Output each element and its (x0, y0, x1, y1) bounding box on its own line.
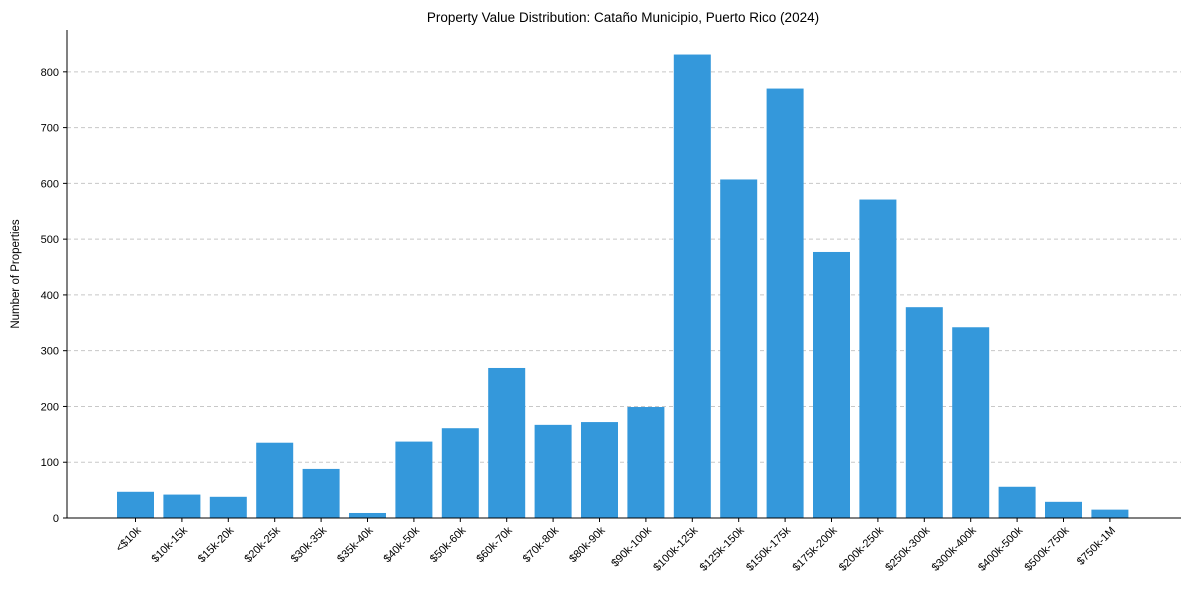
bar (859, 199, 897, 518)
x-tick-label: $60k-70k (474, 524, 515, 565)
y-tick-label: 100 (41, 457, 59, 469)
x-tick-label: $500k-750k (1022, 524, 1071, 573)
bar (581, 422, 618, 518)
bar (905, 307, 943, 518)
bar (1045, 501, 1082, 518)
y-tick-label: 800 (41, 67, 59, 79)
bar (209, 496, 247, 518)
x-tick-label: $30k-35k (289, 524, 330, 565)
y-tick-label: 0 (53, 513, 59, 525)
x-tick-label: $175k-200k (790, 524, 839, 573)
x-tick-label: $40k-50k (382, 524, 423, 565)
y-tick-label: 600 (41, 178, 59, 190)
bar (395, 441, 433, 518)
bar (952, 327, 990, 518)
y-tick-label: 300 (41, 346, 59, 358)
bar (534, 424, 572, 518)
bar (302, 468, 340, 518)
x-tick-label: $10k-15k (150, 524, 191, 565)
x-tick-label: $80k-90k (567, 524, 608, 565)
y-tick-label: 500 (41, 234, 59, 246)
bar (163, 494, 201, 518)
x-tick-label: $90k-100k (609, 524, 654, 569)
x-tick-label: $100k-125k (651, 524, 700, 573)
y-tick-label: 700 (41, 123, 59, 135)
bar (813, 251, 850, 519)
bar (998, 486, 1036, 518)
x-tick-label: $15k-20k (196, 524, 237, 565)
gridlines (67, 71, 1181, 463)
bar (117, 491, 154, 518)
y-tick-label: 400 (41, 290, 59, 302)
x-tick-label: <$10k (114, 524, 144, 554)
x-tick-label: $750k-1M (1075, 525, 1118, 568)
x-tick-label: $150k-175k (744, 524, 793, 573)
x-tick-label: $200k-250k (837, 524, 886, 573)
x-tick-label: $125k-150k (698, 524, 747, 573)
bar (349, 512, 386, 518)
bar (673, 54, 711, 518)
bar (1091, 509, 1129, 518)
bar (720, 179, 758, 519)
bar (627, 407, 665, 518)
x-ticks: <$10k $10k-15k $15k-20k $20k-25k $30k-35k $35… (114, 518, 1118, 574)
x-tick-label: $300k-400k (930, 524, 979, 573)
x-tick-label: $50k-60k (428, 524, 469, 565)
y-tick-label: 200 (41, 401, 59, 413)
x-tick-label: $400k-500k (976, 524, 1025, 573)
x-tick-label: $20k-25k (242, 524, 283, 565)
bar (766, 88, 804, 518)
bar (441, 428, 479, 518)
axes (66, 30, 1181, 519)
bar (488, 367, 526, 518)
x-tick-label: $35k-40k (335, 524, 376, 565)
bars (117, 54, 1129, 519)
y-ticks: 0 100 200 300 400 500 600 700 800 (41, 67, 67, 525)
bar (256, 442, 294, 518)
chart-title: Property Value Distribution: Cataño Muni… (427, 10, 819, 25)
y-axis-label: Number of Properties (10, 219, 22, 329)
x-tick-label: $70k-80k (521, 524, 562, 565)
x-tick-label: $250k-300k (883, 524, 932, 573)
